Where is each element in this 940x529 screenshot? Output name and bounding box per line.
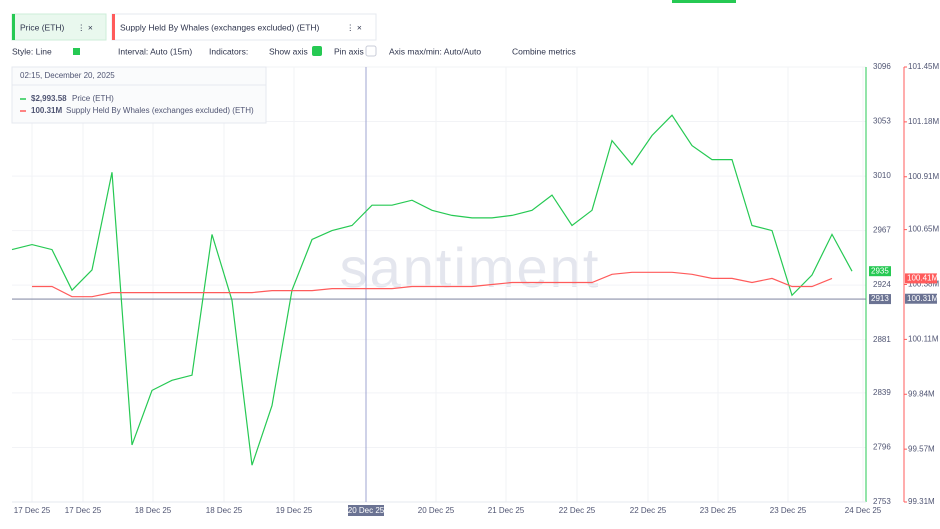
control[interactable]: Axis max/min: Auto/Auto bbox=[389, 46, 481, 56]
control[interactable]: Pin axis bbox=[334, 46, 364, 56]
x-tick-label: 21 Dec 25 bbox=[488, 506, 525, 515]
y2-tick-label: 100.11M bbox=[908, 334, 939, 343]
x-tick-label: 22 Dec 25 bbox=[559, 506, 596, 515]
y-tick-label: 2924 bbox=[873, 280, 891, 289]
value-badge bbox=[869, 266, 891, 277]
control[interactable]: Interval: Auto (15m) bbox=[118, 46, 192, 56]
y-tick-label: 3096 bbox=[873, 62, 891, 71]
x-tick-label: 17 Dec 25 bbox=[65, 506, 102, 515]
value-badge-label: 100.31M bbox=[907, 294, 938, 303]
tooltip: 02:15, December 20, 2025 $2,993.58 Price… bbox=[11, 66, 267, 124]
value-badge bbox=[905, 293, 937, 304]
series-line bbox=[11, 114, 853, 466]
control[interactable]: Show axis bbox=[269, 46, 308, 56]
metric-label[interactable]: Supply Held By Whales (exchanges exclude… bbox=[120, 22, 320, 32]
y2-tick-label: 99.84M bbox=[908, 389, 935, 398]
watermark: santiment bbox=[340, 236, 601, 299]
cursor-label-bg bbox=[348, 505, 384, 516]
plot: santiment 17 Dec 25 17 Dec 25 18 Dec 25 18 D… bbox=[11, 62, 939, 516]
tooltip-value: $2,993.58 bbox=[31, 94, 67, 103]
y2-tick-label: 101.45M bbox=[908, 62, 939, 71]
active-tab bbox=[672, 0, 736, 3]
y2-tick-label: 100.65M bbox=[908, 225, 939, 234]
metric-label[interactable]: Price (ETH) bbox=[20, 22, 65, 32]
y-tick-label: 3010 bbox=[873, 171, 891, 180]
y2-tick-label: 99.31M bbox=[908, 497, 935, 506]
y-tick-label: 2967 bbox=[873, 226, 891, 235]
x-tick-label: 22 Dec 25 bbox=[630, 506, 667, 515]
control[interactable]: Style: Line bbox=[12, 46, 52, 56]
value-badge bbox=[869, 294, 891, 305]
value-badge-label: 2935 bbox=[871, 266, 889, 275]
toolbar: Price (ETH) ⋮ × Supply Held By Whales (e… bbox=[11, 0, 736, 57]
x-tick-label: 17 Dec 25 bbox=[14, 506, 51, 515]
metric-color bbox=[112, 14, 115, 40]
y-tick-label: 2753 bbox=[873, 497, 891, 506]
checkbox[interactable] bbox=[365, 45, 377, 57]
y2-tick-label: 101.18M bbox=[908, 117, 939, 126]
control[interactable]: Indicators: bbox=[209, 46, 248, 56]
x-tick-label: 23 Dec 25 bbox=[770, 506, 807, 515]
tooltip-time: 02:15, December 20, 2025 bbox=[20, 71, 115, 80]
value-badge-label: 2913 bbox=[871, 294, 889, 303]
control[interactable]: Combine metrics bbox=[512, 46, 576, 56]
x-tick-label: 23 Dec 25 bbox=[700, 506, 737, 515]
checkbox[interactable] bbox=[312, 46, 322, 56]
tooltip-value: 100.31M bbox=[31, 106, 62, 115]
metric-color bbox=[12, 14, 15, 40]
y-tick-label: 3053 bbox=[873, 117, 891, 126]
value-badge-label: 100.41M bbox=[907, 274, 938, 283]
tooltip-name: Price (ETH) bbox=[72, 94, 114, 103]
menu-icon[interactable]: ⋮ × bbox=[346, 22, 362, 32]
x-tick-label: 24 Dec 25 bbox=[845, 506, 882, 515]
x-tick-label: 18 Dec 25 bbox=[135, 506, 172, 515]
value-badge bbox=[905, 273, 937, 284]
y2-tick-label: 100.91M bbox=[908, 172, 939, 181]
x-tick-label: 20 Dec 25 bbox=[348, 506, 385, 515]
x-tick-label: 19 Dec 25 bbox=[276, 506, 313, 515]
y2-tick-label: 99.57M bbox=[908, 444, 935, 453]
x-tick-label: 18 Dec 25 bbox=[206, 506, 243, 515]
tooltip-box bbox=[11, 66, 267, 124]
tooltip-name: Supply Held By Whales (exchanges exclude… bbox=[66, 106, 254, 115]
metric-tab[interactable] bbox=[111, 13, 377, 41]
series-line bbox=[32, 271, 833, 298]
y-tick-label: 2839 bbox=[873, 388, 891, 397]
y-tick-label: 2881 bbox=[873, 335, 891, 344]
y-tick-label: 2796 bbox=[873, 443, 891, 452]
y2-tick-label: 100.38M bbox=[908, 280, 939, 289]
menu-icon[interactable]: ⋮ × bbox=[77, 22, 93, 32]
color-picker[interactable] bbox=[73, 48, 80, 55]
x-tick-label: 20 Dec 25 bbox=[418, 506, 455, 515]
